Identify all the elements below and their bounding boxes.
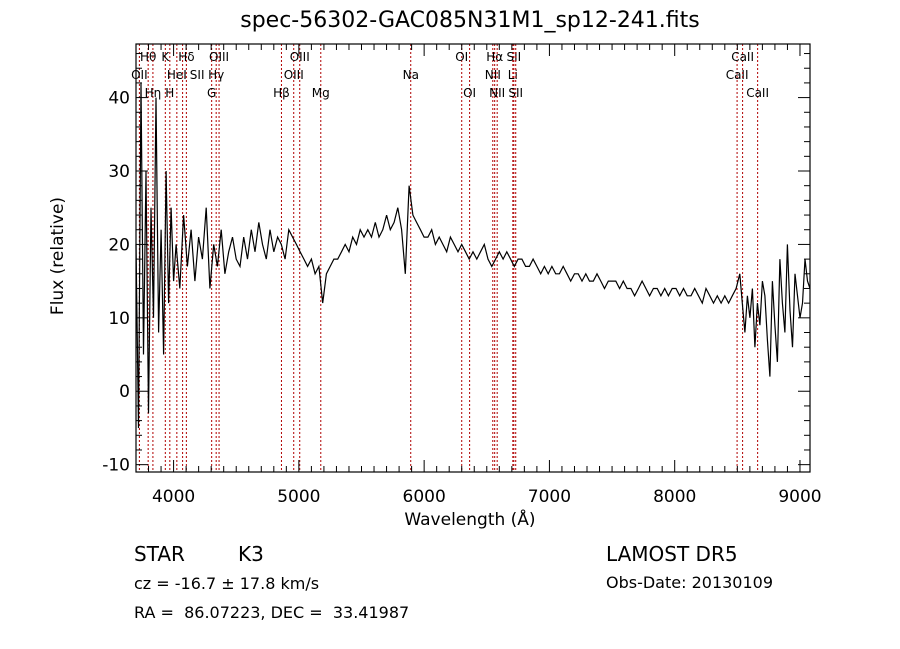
x-tick-label: 6000 bbox=[403, 487, 446, 507]
plot-frame bbox=[135, 43, 811, 473]
spectral-line-label: HeI bbox=[167, 68, 187, 82]
spectral-line-label: NII bbox=[489, 86, 505, 100]
object-subclass: K3 bbox=[238, 542, 264, 566]
spectral-line-label: OIII bbox=[290, 50, 310, 64]
spectrum-line bbox=[135, 82, 811, 429]
y-tick-label: 40 bbox=[108, 89, 130, 109]
obs-date: Obs-Date: 20130109 bbox=[606, 573, 774, 592]
spectral-line-label: Hα bbox=[486, 50, 503, 64]
spectral-line-label: Hγ bbox=[208, 68, 224, 82]
spectral-line-label: G bbox=[207, 86, 216, 100]
x-tick-label: 8000 bbox=[653, 487, 696, 507]
spectral-line-label: OI bbox=[455, 50, 468, 64]
spectral-line-label: SII bbox=[507, 50, 522, 64]
spectral-line-label: NII bbox=[485, 68, 501, 82]
spectral-line-label: Mg bbox=[312, 86, 330, 100]
redshift-cz: cz = -16.7 ± 17.8 km/s bbox=[134, 574, 320, 593]
y-axis-label: Flux (relative) bbox=[48, 196, 68, 316]
spectral-line-label: OII bbox=[131, 68, 148, 82]
spectral-line-label: Hδ bbox=[178, 50, 194, 64]
coordinates: RA = 86.07223, DEC = 33.41987 bbox=[134, 603, 410, 622]
spectral-line-label: Li bbox=[508, 68, 518, 82]
spectral-line-label: OI bbox=[463, 86, 476, 100]
y-tick-label: 30 bbox=[108, 162, 130, 182]
spectral-line-label: Hθ bbox=[140, 50, 156, 64]
object-class: STAR bbox=[134, 542, 185, 566]
spectral-line-label: Hβ bbox=[273, 86, 290, 100]
survey-name: LAMOST DR5 bbox=[606, 542, 738, 566]
spectral-line-label: OIII bbox=[284, 68, 304, 82]
spectral-line-label: H bbox=[165, 86, 174, 100]
chart-title: spec-56302-GAC085N31M1_sp12-241.fits bbox=[240, 8, 700, 33]
x-axis-label: Wavelength (Å) bbox=[404, 510, 536, 530]
spectral-line-label: SII bbox=[190, 68, 205, 82]
spectral-line-label: CaII bbox=[731, 50, 754, 64]
spectral-line-label: SII bbox=[508, 86, 523, 100]
spectral-line-label: CaII bbox=[746, 86, 769, 100]
y-tick-label: 0 bbox=[119, 382, 130, 402]
x-tick-label: 7000 bbox=[528, 487, 571, 507]
y-tick-label: -10 bbox=[102, 456, 130, 476]
x-tick-label: 5000 bbox=[277, 487, 320, 507]
spectral-line-label: Na bbox=[403, 68, 419, 82]
spectral-line-label: OIII bbox=[209, 50, 229, 64]
y-tick-label: 10 bbox=[108, 309, 130, 329]
spectral-line-label: K bbox=[161, 50, 170, 64]
spectral-line-label: CaII bbox=[726, 68, 749, 82]
y-tick-label: 20 bbox=[108, 235, 130, 255]
x-tick-label: 9000 bbox=[778, 487, 821, 507]
spectral-line-label: Hη bbox=[145, 86, 162, 100]
x-tick-label: 4000 bbox=[152, 487, 195, 507]
